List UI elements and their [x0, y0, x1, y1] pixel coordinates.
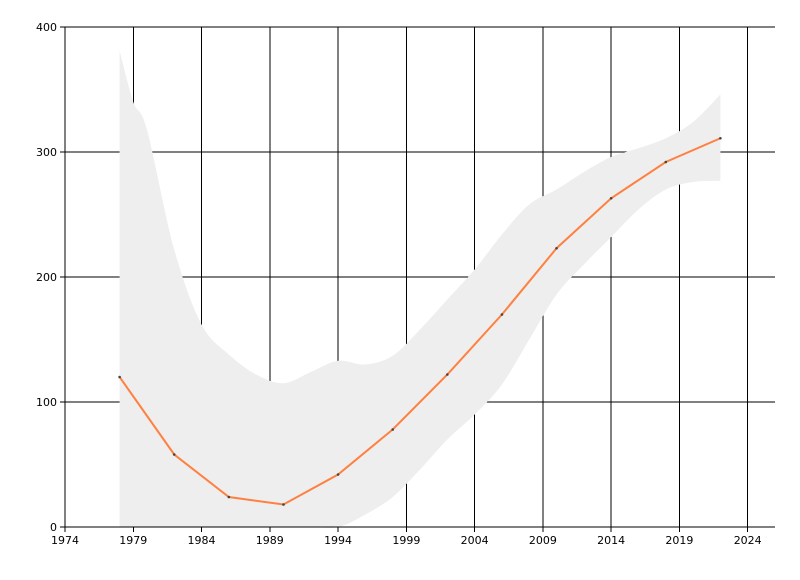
x-tick-label: 2004	[461, 534, 489, 547]
data-point	[391, 428, 394, 431]
data-point	[282, 503, 285, 506]
data-point	[336, 473, 340, 476]
y-tick-label: 100	[36, 396, 57, 409]
x-tick-label: 2019	[665, 534, 693, 547]
series-line	[118, 137, 721, 506]
x-tick-label: 1994	[324, 534, 352, 547]
data-point	[500, 313, 504, 316]
x-tick-label: 1989	[256, 534, 284, 547]
x-tick-label: 2014	[597, 534, 625, 547]
data-point	[664, 160, 668, 164]
data-point	[227, 495, 231, 499]
x-tick-label: 1999	[392, 534, 420, 547]
y-tick-label: 400	[36, 21, 57, 34]
data-point	[719, 136, 722, 140]
x-tick-label: 1974	[51, 534, 79, 547]
data-point	[609, 196, 613, 200]
y-tick-label: 200	[36, 271, 57, 284]
x-tick-label: 2024	[734, 534, 762, 547]
data-point	[118, 375, 121, 379]
data-point	[446, 373, 449, 376]
y-tick-label: 0	[50, 521, 57, 534]
x-tick-label: 1979	[119, 534, 147, 547]
confidence-band	[119, 50, 721, 528]
data-point	[172, 453, 176, 456]
x-tick-label: 2009	[529, 534, 557, 547]
y-tick-label: 300	[36, 146, 57, 159]
data-point	[555, 246, 558, 250]
x-tick-label: 1984	[188, 534, 216, 547]
